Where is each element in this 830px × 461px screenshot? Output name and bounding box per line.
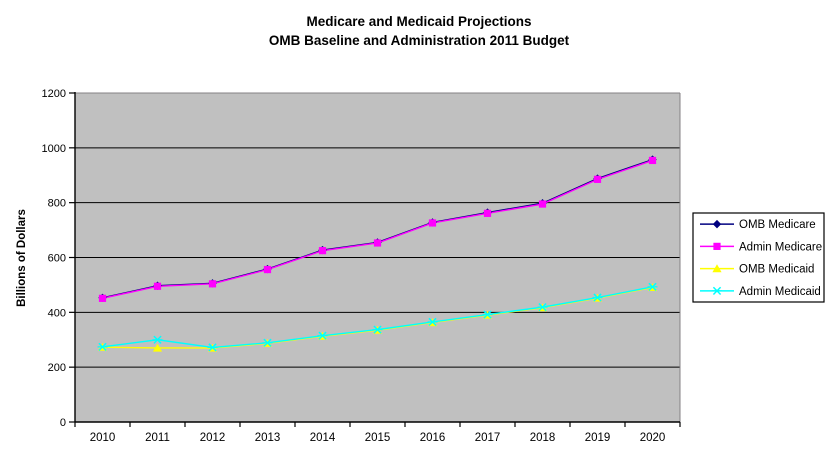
series-marker-admin-medicare bbox=[593, 175, 602, 183]
series-marker-admin-medicare bbox=[373, 239, 382, 247]
x-tick-label-2019: 2019 bbox=[585, 432, 611, 444]
series-marker-admin-medicare bbox=[648, 156, 657, 165]
x-tick-label-2017: 2017 bbox=[475, 432, 501, 444]
chart-title: Medicare and Medicaid Projections OMB Ba… bbox=[0, 12, 830, 50]
series-marker-admin-medicare bbox=[98, 294, 107, 302]
legend bbox=[692, 212, 825, 303]
y-tick-label-800: 800 bbox=[48, 198, 66, 210]
y-tick-label-600: 600 bbox=[48, 253, 66, 265]
series-marker-admin-medicare bbox=[153, 282, 162, 290]
legend-marker-admin-medicare bbox=[713, 242, 721, 250]
x-tick-label-2020: 2020 bbox=[640, 432, 666, 444]
series-marker-admin-medicare bbox=[263, 265, 272, 274]
legend-label-admin-medicare: Admin Medicare bbox=[739, 241, 822, 253]
legend-label-omb-medicare: OMB Medicare bbox=[739, 219, 816, 231]
x-tick-label-2015: 2015 bbox=[365, 432, 391, 444]
y-tick-label-400: 400 bbox=[48, 307, 66, 319]
x-tick-label-2018: 2018 bbox=[530, 432, 556, 444]
x-tick-label-2012: 2012 bbox=[200, 432, 226, 444]
series-marker-admin-medicare bbox=[483, 209, 492, 217]
series-marker-admin-medicare bbox=[318, 247, 327, 255]
x-tick-label-2016: 2016 bbox=[420, 432, 446, 444]
x-tick-label-2013: 2013 bbox=[255, 432, 281, 444]
series-marker-admin-medicare bbox=[538, 200, 547, 208]
legend-label-admin-medicaid: Admin Medicaid bbox=[739, 286, 821, 298]
y-tick-label-200: 200 bbox=[48, 362, 66, 374]
chart-title-line-2: OMB Baseline and Administration 2011 Bud… bbox=[268, 33, 570, 48]
y-tick-label-0: 0 bbox=[60, 417, 66, 429]
legend-label-omb-medicaid: OMB Medicaid bbox=[739, 264, 814, 276]
x-tick-label-2014: 2014 bbox=[310, 432, 336, 444]
x-tick-label-2011: 2011 bbox=[145, 432, 170, 444]
legend-marker-omb-medicare bbox=[712, 219, 722, 229]
series-marker-admin-medicare bbox=[428, 219, 437, 227]
y-tick-label-1200: 1200 bbox=[42, 88, 66, 100]
series-marker-omb-medicaid bbox=[152, 343, 163, 352]
x-tick-label-2010: 2010 bbox=[90, 432, 116, 444]
y-tick-label-1000: 1000 bbox=[42, 143, 66, 155]
legend-marker-omb-medicaid bbox=[712, 264, 722, 273]
series-marker-admin-medicare bbox=[208, 280, 217, 288]
chart-title-line-1: Medicare and Medicaid Projections bbox=[306, 14, 532, 29]
